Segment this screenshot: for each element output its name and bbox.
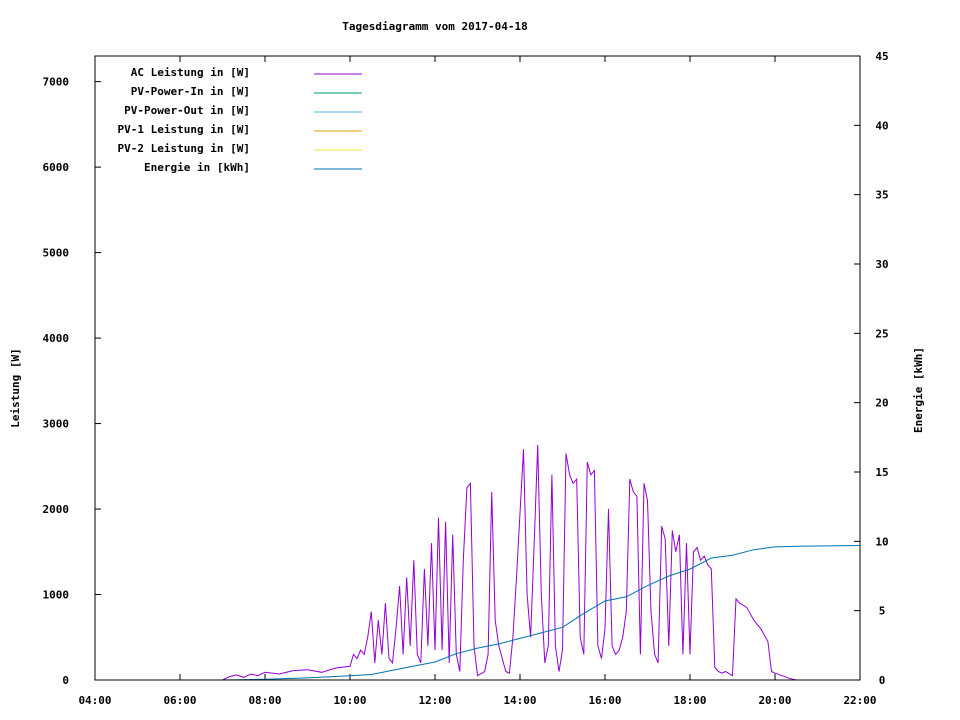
y2-tick-label: 25 <box>875 327 888 340</box>
x-tick-label: 08:00 <box>248 694 281 707</box>
x-tick-label: 20:00 <box>758 694 791 707</box>
y2-tick-label: 40 <box>875 119 888 132</box>
legend-label: PV-1 Leistung in [W] <box>118 123 250 136</box>
x-tick-label: 16:00 <box>588 694 621 707</box>
y2-tick-label: 20 <box>875 397 888 410</box>
chart-title: Tagesdiagramm vom 2017-04-18 <box>342 20 527 33</box>
legend-label: PV-Power-In in [W] <box>131 85 250 98</box>
y-tick-label: 6000 <box>43 161 70 174</box>
x-tick-label: 18:00 <box>673 694 706 707</box>
x-tick-label: 06:00 <box>163 694 196 707</box>
y-tick-label: 4000 <box>43 332 70 345</box>
axes: 04:00 06:00 08:00 10:00 12:00 14:00 16:00 18:00… <box>43 50 889 707</box>
x-tick-label: 14:00 <box>503 694 536 707</box>
y-tick-label: 3000 <box>43 418 70 431</box>
x-tick-label: 22:00 <box>843 694 876 707</box>
legend-label: PV-Power-Out in [W] <box>124 104 250 117</box>
series-line-ac-leistung-in-w <box>222 444 797 681</box>
legend-label: Energie in [kWh] <box>144 161 250 174</box>
y-tick-label: 1000 <box>43 589 70 602</box>
series-line-energie-in-kwh <box>222 545 861 681</box>
y2-tick-label: 5 <box>879 605 886 618</box>
y-tick-label: 2000 <box>43 503 70 516</box>
y2-tick-label: 10 <box>875 535 888 548</box>
legend-label: AC Leistung in [W] <box>131 66 250 79</box>
y-tick-label: 0 <box>62 674 69 687</box>
plot-frame <box>94 55 861 681</box>
legend-label: PV-2 Leistung in [W] <box>118 142 250 155</box>
y-axis-label: Leistung [W] <box>9 348 22 427</box>
series-layer <box>222 444 861 681</box>
y2-tick-label: 0 <box>879 674 886 687</box>
x-tick-label: 12:00 <box>418 694 451 707</box>
y2-tick-label: 30 <box>875 258 888 271</box>
x-tick-label: 04:00 <box>78 694 111 707</box>
y2-tick-label: 45 <box>875 50 888 63</box>
y2-axis-label: Energie [kWh] <box>912 347 925 433</box>
y2-tick-label: 35 <box>875 189 888 202</box>
x-tick-label: 10:00 <box>333 694 366 707</box>
y2-tick-label: 15 <box>875 466 888 479</box>
legend: AC Leistung in [W] PV-Power-In in [W] PV-P… <box>118 66 362 174</box>
y-tick-label: 5000 <box>43 247 70 260</box>
y-tick-label: 7000 <box>43 76 70 89</box>
